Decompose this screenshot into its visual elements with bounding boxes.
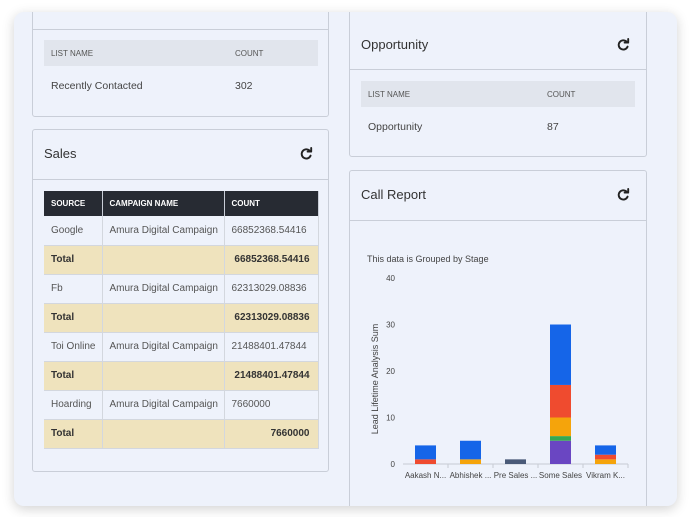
count-cell: 7660000 [224, 390, 319, 420]
total-row: Total 21488401.47844 [44, 361, 319, 391]
campaign-cell: Amura Digital Campaign [102, 216, 225, 246]
sales-table: SOURCE CAMPAIGN NAME COUNT Google Amura D… [44, 191, 319, 449]
x-tick-label: Some Sales [539, 471, 582, 480]
total-label-cell: Total [44, 419, 103, 449]
bar-segment [415, 459, 436, 464]
count-cell: 21488401.47844 [224, 332, 319, 362]
call-report-card: Call Report This data is Grouped by Stag… [349, 170, 647, 506]
total-label-cell: Total [44, 245, 103, 275]
bar-segment [595, 445, 616, 455]
list-name-cell: Opportunity [368, 121, 423, 133]
total-label-cell: Total [44, 303, 103, 333]
col-header-count: COUNT [228, 40, 318, 66]
dashboard-frame: LIST NAME COUNT Recently Contacted 302 S… [14, 12, 677, 506]
y-axis-label: Lead Lifetime Analysis Sum [370, 324, 380, 435]
count-cell: 87 [547, 121, 559, 133]
x-tick-label: Vikram K... [586, 471, 625, 480]
bar-segment [550, 324, 571, 385]
bar-segment [550, 436, 571, 441]
opportunity-table: LIST NAME COUNT Opportunity 87 [361, 81, 635, 147]
y-tick-label: 40 [386, 274, 395, 283]
chart-note: This data is Grouped by Stage [367, 254, 489, 264]
card-title: Opportunity [361, 37, 429, 52]
bar-segment [550, 417, 571, 437]
total-count-cell: 66852368.54416 [224, 245, 319, 275]
col-header-count: COUNT [540, 81, 635, 107]
x-tick-label: Pre Sales ... [494, 471, 538, 480]
sales-card-header: Sales [33, 130, 328, 180]
y-tick-label: 30 [386, 321, 395, 330]
total-count-cell: 21488401.47844 [224, 361, 319, 391]
col-header-source: SOURCE [44, 191, 103, 216]
total-label-cell: Total [44, 361, 103, 391]
table-row[interactable]: Toi Online Amura Digital Campaign 21488401… [44, 332, 319, 362]
opportunity-card: Opportunity LIST NAME COUNT Opportunity … [349, 12, 647, 157]
col-header-list-name: LIST NAME [361, 81, 540, 107]
total-row: Total 62313029.08836 [44, 303, 319, 333]
y-tick-label: 0 [391, 460, 396, 469]
list-name-cell: Recently Contacted [51, 80, 143, 92]
list-card: LIST NAME COUNT Recently Contacted 302 [32, 12, 329, 117]
count-cell: 66852368.54416 [224, 216, 319, 246]
bar-segment [415, 445, 436, 460]
bar-segment [550, 440, 571, 464]
col-header-count: COUNT [224, 191, 319, 216]
empty-cell [102, 361, 225, 391]
bar-segment [460, 440, 481, 460]
table-row[interactable]: Opportunity 87 [361, 107, 635, 147]
col-header-campaign-name: CAMPAIGN NAME [102, 191, 225, 216]
total-row: Total 7660000 [44, 419, 319, 449]
campaign-cell: Amura Digital Campaign [102, 332, 225, 362]
table-row[interactable]: Recently Contacted 302 [44, 66, 318, 106]
list-table: LIST NAME COUNT Recently Contacted 302 [44, 40, 318, 106]
x-tick-label: Abhishek ... [450, 471, 492, 480]
count-cell: 62313029.08836 [224, 274, 319, 304]
total-row: Total 66852368.54416 [44, 245, 319, 275]
sales-card: Sales SOURCE CAMPAIGN NAME COUNT Google A… [32, 129, 329, 472]
y-tick-label: 20 [386, 367, 395, 376]
empty-cell [102, 419, 225, 449]
table-row[interactable]: Hoarding Amura Digital Campaign 7660000 [44, 390, 319, 420]
card-title: Sales [44, 146, 77, 161]
count-cell: 302 [235, 80, 253, 92]
col-header-list-name: LIST NAME [44, 40, 228, 66]
refresh-icon[interactable] [616, 188, 630, 202]
campaign-cell: Amura Digital Campaign [102, 390, 225, 420]
empty-cell [102, 245, 225, 275]
bar-segment [505, 459, 526, 464]
source-cell: Toi Online [44, 332, 103, 362]
table-row[interactable]: Fb Amura Digital Campaign 62313029.08836 [44, 274, 319, 304]
source-cell: Google [44, 216, 103, 246]
y-tick-label: 10 [386, 414, 395, 423]
source-cell: Hoarding [44, 390, 103, 420]
opportunity-card-header: Opportunity [350, 12, 646, 70]
table-row[interactable]: Google Amura Digital Campaign 66852368.544… [44, 216, 319, 246]
total-count-cell: 62313029.08836 [224, 303, 319, 333]
refresh-icon[interactable] [616, 38, 630, 52]
call-report-card-header: Call Report [350, 171, 646, 221]
x-tick-label: Aakash N... [405, 471, 446, 480]
card-title: Call Report [361, 187, 427, 202]
bar-segment [460, 459, 481, 464]
refresh-icon[interactable] [299, 147, 313, 161]
campaign-cell: Amura Digital Campaign [102, 274, 225, 304]
total-count-cell: 7660000 [224, 419, 319, 449]
stacked-bar-chart: Lead Lifetime Analysis Sum Sales U... 01… [370, 274, 629, 480]
bar-segment [595, 459, 616, 464]
bar-segment [595, 454, 616, 460]
bar-segment [550, 384, 571, 418]
empty-cell [102, 303, 225, 333]
source-cell: Fb [44, 274, 103, 304]
